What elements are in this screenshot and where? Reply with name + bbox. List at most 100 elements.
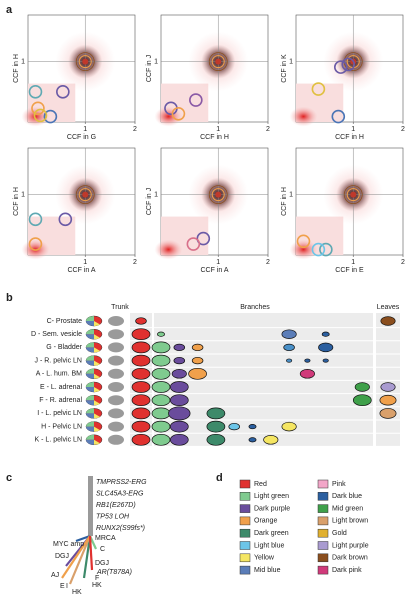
sample-oval [108, 355, 124, 366]
node-label: HK [92, 582, 102, 589]
mutation-label: SLC45A3-ERG [96, 490, 144, 497]
cluster-ring [211, 55, 225, 69]
node-label: E [60, 583, 65, 590]
column-header: Branches [240, 304, 270, 311]
cluster [319, 242, 333, 257]
color-swatch [317, 492, 329, 501]
node-label: F [95, 575, 99, 582]
clone-bubble [151, 420, 171, 433]
sample-pie [94, 347, 100, 353]
sample-oval [108, 316, 124, 326]
color-swatch [239, 541, 251, 550]
sample-oval [108, 368, 124, 379]
node-label: MYC amp [53, 541, 84, 548]
y-axis-label: CCF in J [146, 55, 153, 82]
x-tick-label: 1 [216, 126, 220, 133]
sample-pie [86, 387, 94, 392]
density-cloud [289, 239, 318, 260]
cluster [296, 234, 311, 249]
color-name: Mid green [332, 505, 363, 512]
cluster [43, 109, 58, 124]
y-axis-label: CCF in H [13, 54, 20, 83]
clone-bubble [304, 358, 311, 363]
color-swatch [239, 528, 251, 538]
clone-bubble [131, 394, 151, 407]
clone-bubble [131, 381, 151, 393]
tree-branch [88, 535, 94, 571]
mutation-label: RUNX2(S99fs*) [96, 525, 145, 532]
panel-label: b [6, 292, 13, 304]
sample-pie [86, 373, 94, 379]
clone-bubble [248, 424, 257, 430]
y-tick-label: 1 [289, 58, 293, 65]
cluster [58, 212, 73, 227]
cluster [28, 212, 43, 227]
row-label: J - R. pelvic LN [35, 357, 82, 364]
tree-branch [61, 535, 91, 579]
sample-pie [94, 373, 100, 379]
sample-pie [86, 408, 94, 414]
y-axis-label: CCF in H [13, 187, 20, 216]
row-label: F - R. adrenal [39, 397, 82, 404]
clone-bubble [131, 367, 151, 380]
color-swatch [239, 516, 251, 526]
color-name: Light brown [332, 518, 368, 525]
y-axis-label: CCF in J [146, 188, 153, 215]
clone-bubble [131, 354, 151, 367]
x-tick-label: 2 [401, 126, 405, 133]
y-tick-label: 1 [154, 191, 158, 198]
sample-pie [86, 342, 94, 348]
clone-bubble [188, 367, 207, 380]
node-label: C [100, 546, 105, 553]
sample-pie [86, 360, 94, 366]
density-cloud [21, 106, 50, 127]
x-tick-label: 2 [266, 259, 270, 266]
tree-branch [82, 535, 92, 579]
clone-bubble [228, 422, 240, 431]
sample-pie [94, 334, 100, 340]
clone-bubble [173, 343, 186, 352]
row-label: G - Bladder [46, 344, 82, 351]
sample-pie [86, 426, 94, 432]
sample-pie [86, 434, 94, 440]
node-label: HK [72, 589, 82, 596]
node-label: DGJ [95, 560, 109, 567]
clone-bubble [151, 367, 171, 380]
sample-oval [108, 408, 124, 419]
y-tick-label: 1 [21, 58, 25, 65]
clone-bubble [131, 341, 151, 354]
x-axis-label: CCF in G [67, 134, 96, 141]
column-header: Trunk [111, 304, 129, 311]
mutation-label: TMPRSS2-ERG [96, 479, 147, 486]
cluster-ring [211, 188, 225, 202]
sample-pie [94, 426, 100, 432]
y-tick-label: 1 [154, 58, 158, 65]
sample-oval [108, 342, 124, 353]
clone-bubble [321, 331, 330, 337]
density-cloud [154, 239, 183, 260]
clone-bubble [168, 406, 191, 421]
clone-bubble [173, 356, 186, 365]
clone-bubble [151, 354, 171, 367]
mutation-label: TP53 LOH [96, 513, 130, 520]
leaves-bg [376, 313, 400, 446]
clone-bubble [151, 341, 171, 354]
x-tick-label: 1 [83, 259, 87, 266]
cluster [82, 191, 89, 198]
cluster-ring [78, 55, 92, 69]
cluster-ring [78, 188, 92, 202]
sample-pie [86, 347, 94, 353]
density-cloud [289, 106, 318, 127]
panel-label: d [216, 472, 223, 484]
row-label: K - L. pelvic LN [35, 437, 82, 444]
row-label: H - Pelvic LN [41, 423, 82, 430]
tree-branch [68, 535, 92, 585]
color-swatch [239, 504, 251, 513]
mutation-label: RB1(E267D) [96, 502, 136, 509]
clone-bubble [169, 381, 189, 393]
color-name: Light purple [332, 542, 369, 549]
cluster-ring [75, 52, 95, 72]
color-name: Dark green [254, 530, 289, 537]
color-name: Dark brown [332, 555, 368, 562]
